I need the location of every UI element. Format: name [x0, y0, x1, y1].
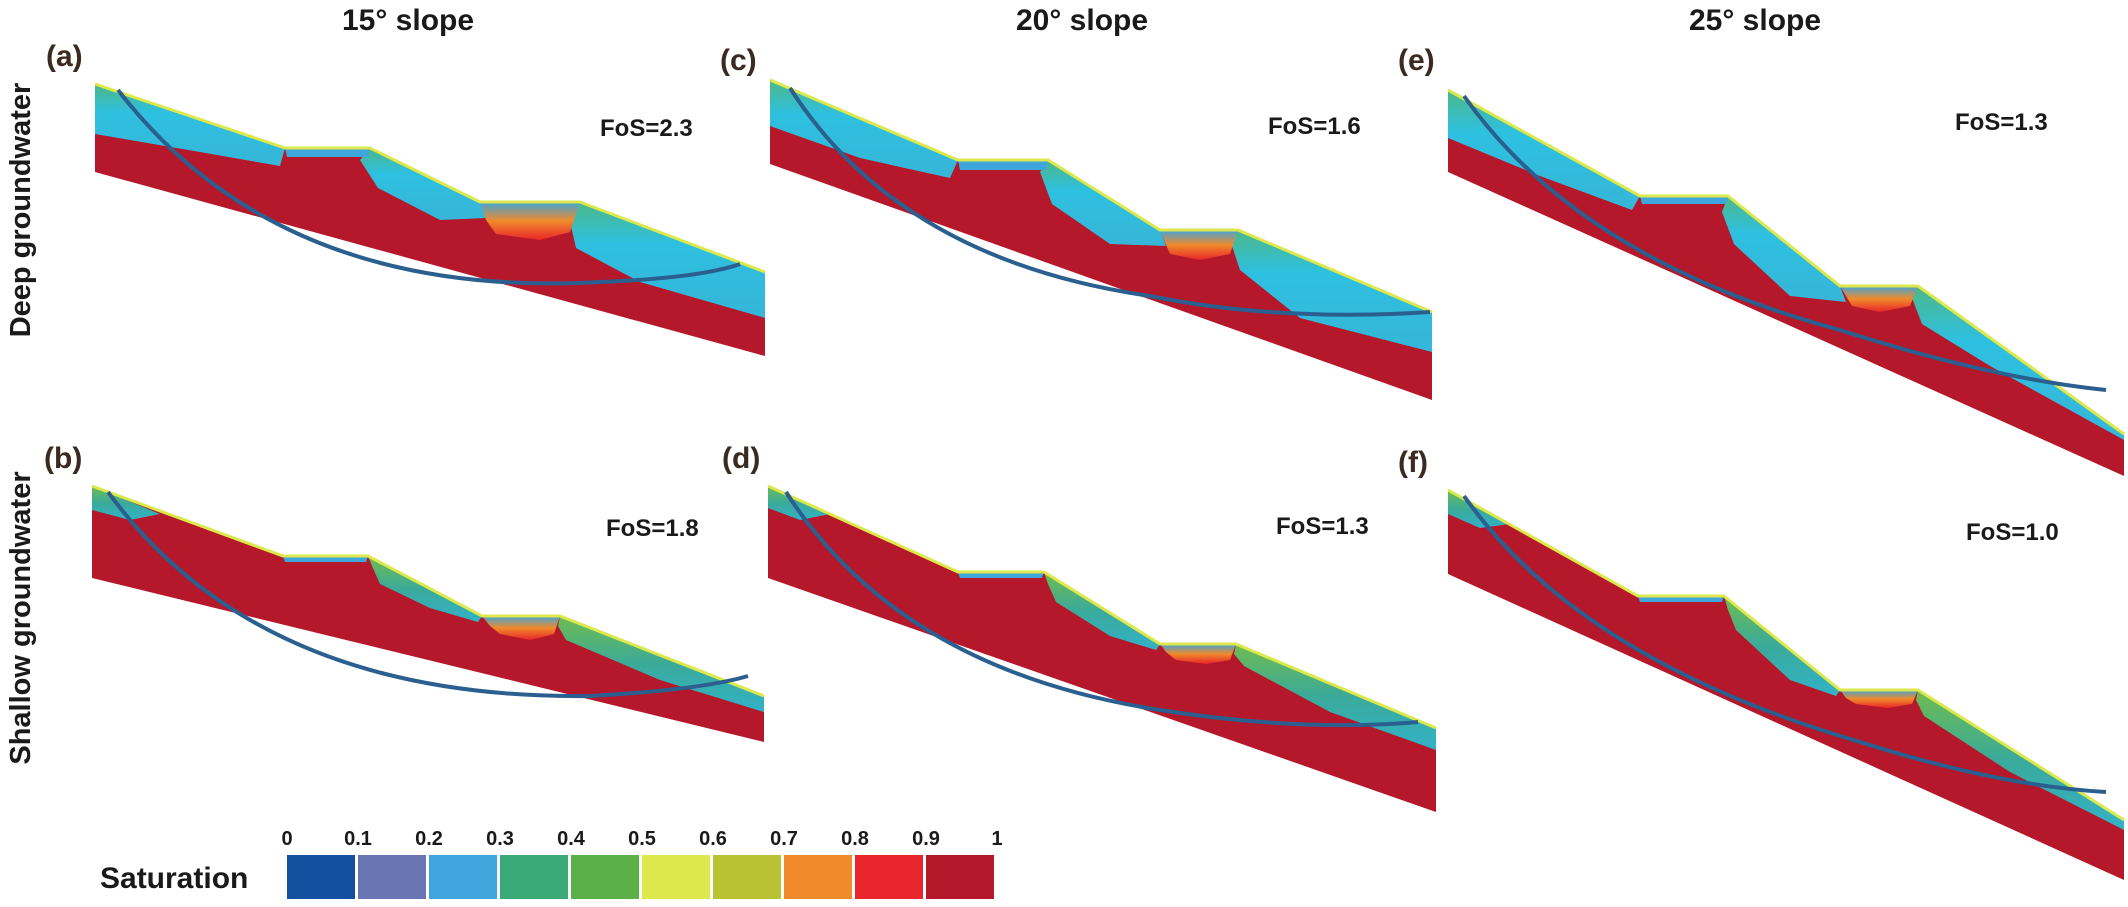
panel-c-slip-surface	[788, 86, 1431, 317]
panel-c-fos: FoS=1.6	[1268, 113, 1361, 140]
legend-tick-label: 0.2	[415, 828, 443, 850]
panel-a-wet-zone-2	[570, 202, 765, 318]
legend-tick-label: 0.8	[841, 828, 869, 850]
row-title-shallow: Shallow groundwater	[5, 471, 37, 764]
panel-c: (c) FoS=1.6	[720, 44, 1433, 400]
panel-f-domain	[1448, 490, 2124, 880]
legend-tick-label: 0.4	[557, 828, 586, 850]
legend-tick-label: 0.7	[770, 828, 798, 850]
panel-d-label: (d)	[722, 442, 760, 475]
panel-a-surface-line	[94, 82, 766, 274]
panel-d: (d) FoS=1.3	[722, 442, 1437, 812]
panel-f: (f) FoS=1.0	[1398, 446, 2125, 880]
panel-c-wet-zone-2	[1232, 230, 1432, 352]
legend-swatch-1	[358, 855, 426, 899]
legend-swatches	[287, 855, 994, 899]
legend-title: Saturation	[100, 862, 248, 895]
panel-e-pond-2	[1840, 286, 1918, 312]
legend-swatch-9	[926, 855, 994, 899]
panel-c-wet-zone-1	[1040, 160, 1166, 246]
panel-e-wet-zone-1	[1722, 196, 1846, 302]
panel-c-surface	[770, 80, 958, 178]
legend-tick-label: 1	[991, 828, 1002, 850]
panel-b-fos: FoS=1.8	[606, 515, 699, 542]
panel-d-pond-2	[1160, 644, 1236, 664]
panel-a-wet-zone-1	[360, 148, 486, 220]
panel-c-surface-line	[769, 78, 1433, 314]
panel-c-pond-1	[958, 160, 1048, 170]
panel-d-slip-surface	[784, 490, 1419, 728]
panel-a-pond-1	[285, 148, 370, 157]
panel-b-domain	[92, 486, 764, 742]
legend-tick-label: 0.6	[699, 828, 727, 850]
panel-e-label: (e)	[1398, 44, 1435, 77]
panel-b: (b) FoS=1.8	[44, 442, 765, 742]
panel-e-wet-zone-2	[1912, 286, 2124, 440]
legend-swatch-7	[784, 855, 852, 899]
legend-swatch-8	[855, 855, 923, 899]
legend-swatch-2	[429, 855, 497, 899]
legend-tick-label: 0.5	[628, 828, 656, 850]
panel-e: (e) FoS=1.3	[1398, 44, 2125, 476]
panel-e-slip-surface	[1462, 94, 2107, 392]
legend-tick-label: 0.1	[344, 828, 372, 850]
panel-f-slip-surface	[1462, 494, 2107, 794]
panel-e-surface	[1448, 90, 1640, 210]
legend-swatch-3	[500, 855, 568, 899]
panel-f-pond-2	[1840, 690, 1918, 708]
panel-a-label: (a)	[46, 40, 83, 73]
panel-a-surface	[95, 84, 285, 166]
panel-b-surface-line	[91, 484, 765, 698]
panel-a-pond-2	[480, 202, 580, 240]
panel-a: (a) FoS=2.3	[46, 40, 766, 356]
panel-b-slip-surface	[106, 490, 749, 699]
panel-c-label: (c)	[720, 44, 757, 77]
panel-b-pond-2	[482, 616, 560, 640]
panel-f-surface-line	[1447, 488, 2125, 822]
legend-swatch-5	[642, 855, 710, 899]
panel-d-domain	[768, 486, 1436, 812]
panel-e-surface-line	[1447, 88, 2125, 436]
panel-e-pond-1	[1640, 196, 1728, 204]
row-title-deep: Deep groundwater	[5, 83, 37, 338]
column-title-20: 20° slope	[1016, 4, 1148, 37]
panel-a-slip-surface	[116, 88, 741, 286]
panel-f-label: (f)	[1398, 446, 1428, 479]
legend-swatch-6	[713, 855, 781, 899]
panel-d-fos: FoS=1.3	[1276, 513, 1369, 540]
panel-c-pond-2	[1160, 230, 1238, 260]
panel-e-fos: FoS=1.3	[1955, 109, 2048, 136]
panel-b-wet-zone-2	[558, 616, 764, 712]
panel-f-wet-zone-2	[1916, 690, 2124, 830]
saturation-legend: Saturation 0 0.1 0.2 0.3 0.4 0.5 0.6 0.7 0.8 0.9 1	[100, 828, 1003, 899]
panel-f-fos: FoS=1.0	[1966, 519, 2059, 546]
legend-swatch-0	[287, 855, 355, 899]
column-title-25: 25° slope	[1689, 4, 1821, 37]
legend-ticks: 0 0.1 0.2 0.3 0.4 0.5 0.6 0.7 0.8 0.9 1	[281, 828, 1002, 850]
column-title-15: 15° slope	[342, 4, 474, 37]
panel-b-label: (b)	[44, 442, 82, 475]
legend-tick-label: 0	[281, 828, 292, 850]
legend-tick-label: 0.9	[912, 828, 940, 850]
legend-tick-label: 0.3	[486, 828, 514, 850]
panel-d-surface-line	[767, 484, 1437, 730]
legend-swatch-4	[571, 855, 639, 899]
panel-a-fos: FoS=2.3	[600, 115, 693, 142]
